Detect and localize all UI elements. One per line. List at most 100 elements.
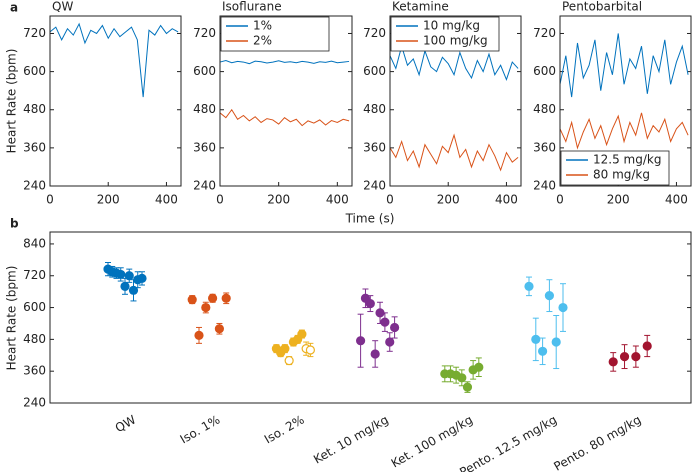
data-point bbox=[128, 285, 139, 295]
data-point bbox=[297, 329, 307, 339]
legend-label: 80 mg/kg bbox=[593, 168, 650, 182]
y-axis-label: Heart Rate (bpm) bbox=[5, 49, 19, 154]
x-tick-label: 400 bbox=[326, 193, 349, 207]
panel-label: a bbox=[10, 1, 18, 15]
y-tick-label: 480 bbox=[363, 102, 386, 116]
data-point bbox=[187, 295, 197, 305]
data-point bbox=[390, 322, 400, 333]
y-tick-label: 240 bbox=[363, 179, 386, 193]
y-tick-label: 480 bbox=[193, 102, 216, 116]
y-tick-label: 480 bbox=[23, 102, 46, 116]
data-point bbox=[194, 330, 204, 340]
data-point bbox=[544, 291, 555, 301]
x-tick-label: Iso. 1% bbox=[178, 413, 223, 447]
x-tick-label: 200 bbox=[97, 193, 120, 207]
data-point bbox=[551, 337, 561, 347]
axes-frame bbox=[559, 15, 692, 187]
y-tick-label: 360 bbox=[23, 364, 46, 378]
x-tick-label: 0 bbox=[386, 193, 394, 207]
legend-label: 1% bbox=[253, 19, 272, 33]
legend-label: 12.5 mg/kg bbox=[593, 153, 661, 167]
y-tick-label: 840 bbox=[23, 236, 46, 250]
y-tick-label: 600 bbox=[363, 64, 386, 78]
data-point bbox=[365, 298, 375, 309]
subplot-title: Isoflurane bbox=[222, 0, 282, 14]
legend-box bbox=[560, 150, 670, 186]
data-point bbox=[631, 352, 641, 362]
axes-frame bbox=[219, 15, 353, 187]
line-series bbox=[49, 22, 179, 98]
data-point bbox=[120, 281, 130, 291]
data-point bbox=[124, 271, 134, 281]
data-point bbox=[221, 293, 231, 303]
data-point bbox=[305, 345, 315, 355]
x-tick-label: Ket. 100 mg/kg bbox=[389, 413, 475, 471]
data-point bbox=[531, 334, 541, 344]
y-tick-label: 600 bbox=[23, 300, 46, 314]
x-tick-label: 200 bbox=[267, 193, 290, 207]
y-tick-label: 360 bbox=[193, 140, 216, 154]
y-tick-label: 240 bbox=[23, 396, 46, 410]
line-series bbox=[389, 133, 519, 172]
data-point bbox=[608, 357, 618, 367]
data-point bbox=[385, 337, 395, 347]
line-series bbox=[219, 108, 350, 127]
data-point bbox=[208, 293, 218, 303]
line-series bbox=[559, 112, 689, 150]
y-tick-label: 360 bbox=[363, 140, 386, 154]
y-tick-label: 480 bbox=[23, 332, 46, 346]
axes-frame bbox=[49, 231, 692, 404]
data-point bbox=[214, 324, 224, 334]
y-tick-label: 600 bbox=[23, 64, 46, 78]
data-point bbox=[356, 336, 366, 346]
x-tick-label: 400 bbox=[665, 193, 688, 207]
legend-label: 100 mg/kg bbox=[423, 34, 488, 48]
y-tick-label: 720 bbox=[23, 268, 46, 282]
axes-frame bbox=[389, 15, 522, 187]
data-point bbox=[474, 362, 484, 372]
y-tick-label: 720 bbox=[363, 26, 386, 40]
axes-frame bbox=[49, 15, 182, 187]
y-tick-label: 720 bbox=[23, 26, 46, 40]
data-point bbox=[201, 302, 211, 313]
y-tick-label: 240 bbox=[193, 179, 216, 193]
x-tick-label: QW bbox=[113, 412, 139, 435]
y-tick-label: 720 bbox=[533, 26, 556, 40]
x-axis-label: Time (s) bbox=[345, 212, 395, 226]
legend-label: 10 mg/kg bbox=[423, 19, 480, 33]
y-tick-label: 600 bbox=[533, 64, 556, 78]
x-tick-label: 200 bbox=[607, 193, 630, 207]
panel-label: b bbox=[10, 217, 19, 231]
data-point bbox=[370, 349, 380, 359]
y-tick-label: 360 bbox=[533, 140, 556, 154]
x-tick-label: 400 bbox=[495, 193, 518, 207]
y-tick-label: 240 bbox=[23, 179, 46, 193]
legend-box bbox=[220, 16, 330, 52]
line-series bbox=[559, 33, 689, 98]
x-tick-label: 0 bbox=[46, 193, 54, 207]
x-tick-label: 0 bbox=[556, 193, 564, 207]
x-tick-label: 200 bbox=[437, 193, 460, 207]
data-point bbox=[524, 281, 534, 291]
data-point bbox=[380, 317, 390, 327]
x-tick-label: 400 bbox=[155, 193, 178, 207]
y-tick-label: 480 bbox=[533, 102, 556, 116]
x-tick-label: Ket. 10 mg/kg bbox=[311, 413, 391, 467]
data-point bbox=[116, 269, 126, 280]
data-point bbox=[619, 352, 630, 362]
y-tick-label: 360 bbox=[23, 140, 46, 154]
data-point bbox=[462, 382, 473, 392]
subplot-title: Ketamine bbox=[392, 0, 449, 14]
y-tick-label: 240 bbox=[533, 179, 556, 193]
y-tick-label: 720 bbox=[193, 26, 216, 40]
line-series bbox=[219, 59, 350, 65]
line-series bbox=[389, 44, 519, 81]
x-tick-label: 0 bbox=[216, 193, 224, 207]
y-axis-label: Heart Rate (bpm) bbox=[5, 266, 19, 371]
legend-label: 2% bbox=[253, 34, 272, 48]
data-point bbox=[642, 341, 652, 351]
data-point bbox=[280, 344, 290, 354]
data-point bbox=[457, 373, 467, 383]
data-point bbox=[558, 302, 568, 313]
x-tick-label: Pento. 80 mg/kg bbox=[551, 413, 643, 472]
